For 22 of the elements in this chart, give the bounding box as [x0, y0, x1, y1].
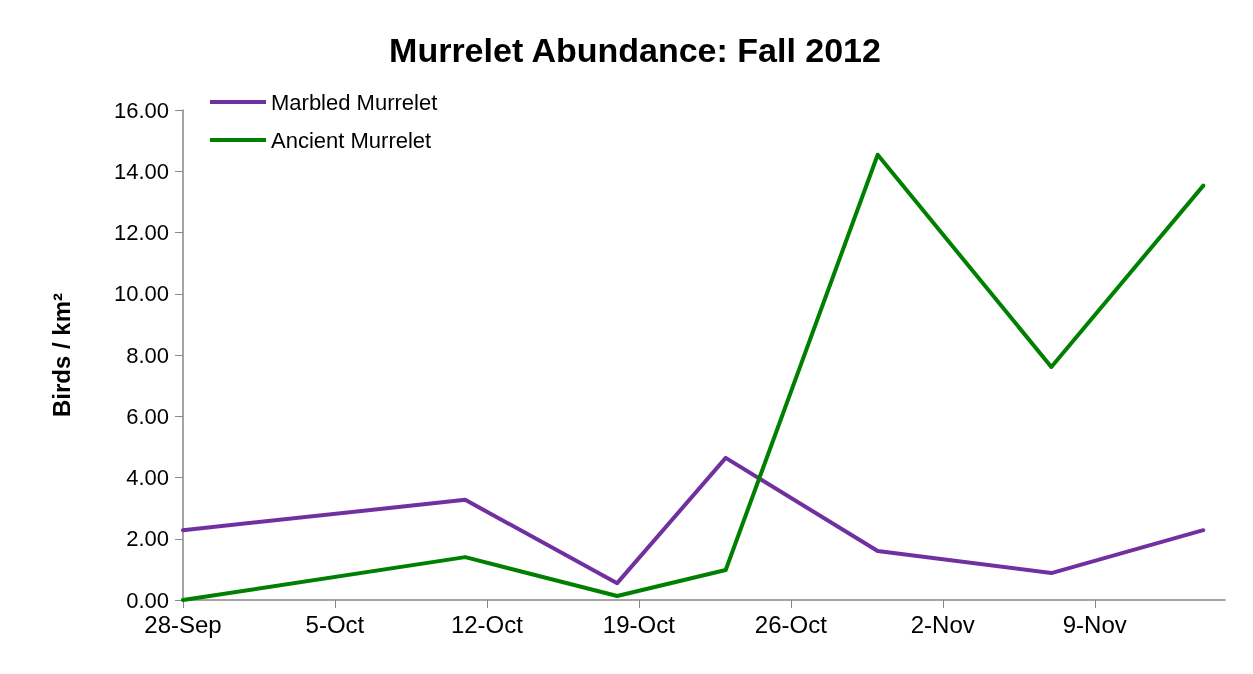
x-tick-label: 12-Oct: [450, 610, 524, 638]
y-tick-label: 4.00: [126, 465, 169, 490]
x-tick-label: 19-Oct: [602, 610, 676, 638]
x-tick-label: 9-Nov: [1062, 610, 1127, 638]
x-tick-label: 26-Oct: [754, 610, 828, 638]
line-series: [181, 455, 1206, 586]
x-tick-label: 2-Nov: [910, 610, 975, 638]
x-tick-label: 5-Oct: [305, 610, 365, 638]
y-tick-label: 14.00: [113, 158, 169, 184]
y-tick-label: 12.00: [113, 220, 169, 245]
y-tick-label: 6.00: [126, 403, 169, 429]
chart-title: Murrelet Abundance: Fall 2012: [389, 31, 881, 69]
y-axis-title: Birds / km²: [47, 292, 75, 418]
y-tick-label: 2.00: [126, 526, 169, 552]
legend-label: Ancient Murrelet: [271, 127, 432, 153]
y-tick-label: 10.00: [113, 281, 169, 307]
y-tick-label: 0.00: [126, 587, 169, 613]
legend-label: Marbled Murrelet: [271, 89, 438, 115]
x-tick-label: 28-Sep: [144, 610, 222, 638]
line-series: [181, 152, 1206, 602]
y-tick-label: 16.00: [113, 97, 169, 123]
y-tick-label: 8.00: [126, 342, 169, 368]
